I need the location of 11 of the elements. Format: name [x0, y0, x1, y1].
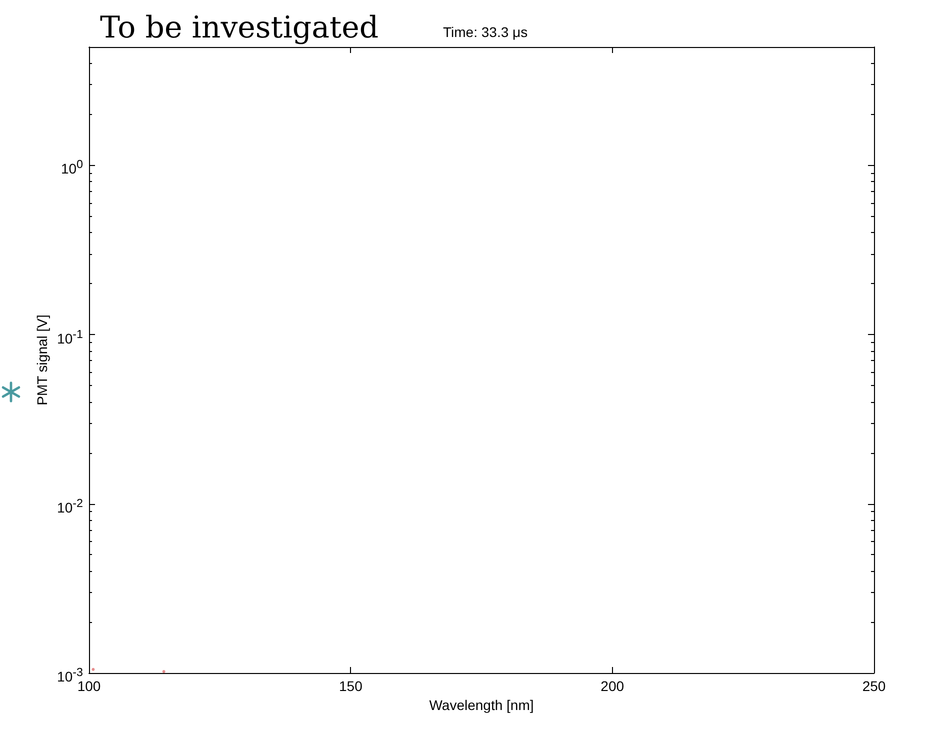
x-tick-label: 150 — [338, 678, 363, 694]
y-tick-label: 10$^{-2}$ — [57, 496, 83, 516]
x-tick-label: 100 — [77, 678, 101, 694]
chart-title: To be investigated — [100, 10, 379, 46]
y-axis-title: PMT signal [V] — [34, 314, 50, 406]
chart-subtitle: Time: 33.3 μs — [443, 24, 528, 40]
x-tick-label: 200 — [600, 678, 624, 694]
y-tick-label: 10$^{0}$ — [60, 157, 83, 178]
x-axis-title: Wavelength [nm] — [429, 696, 534, 713]
x-tick-label: 250 — [862, 678, 886, 694]
y-tick-label: 10$^{-1}$ — [57, 326, 83, 348]
